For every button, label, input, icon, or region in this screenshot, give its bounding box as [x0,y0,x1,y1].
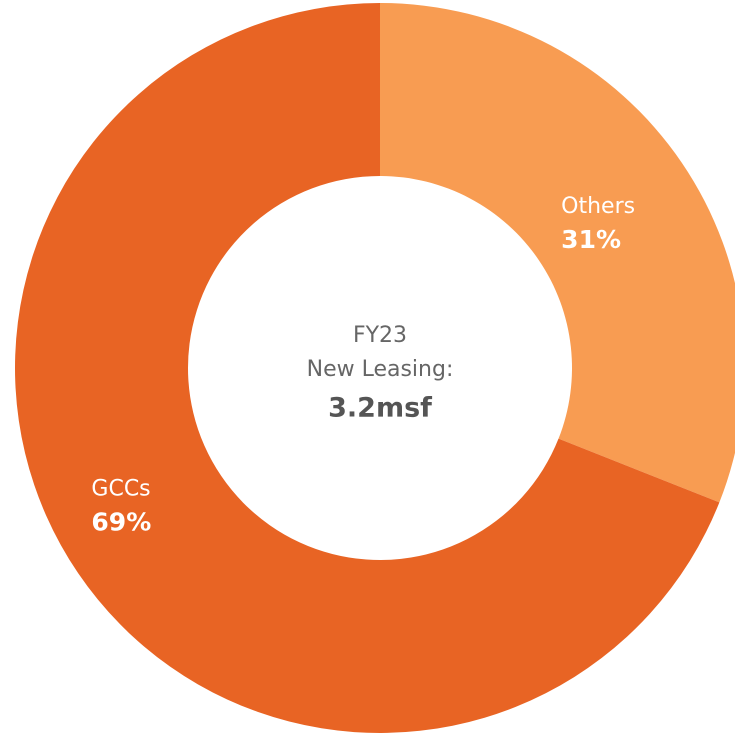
slice [380,3,735,503]
slices [14,2,735,733]
slice-value-label: 31% [561,225,621,254]
slice-value-label: 69% [91,507,151,536]
slice-label: GCCs [91,476,150,501]
slice [14,2,720,733]
slice-label: Others [561,194,635,219]
center-line: FY23 [353,323,407,348]
center-value: 3.2msf [328,393,432,424]
center-line: New Leasing: [307,357,454,382]
